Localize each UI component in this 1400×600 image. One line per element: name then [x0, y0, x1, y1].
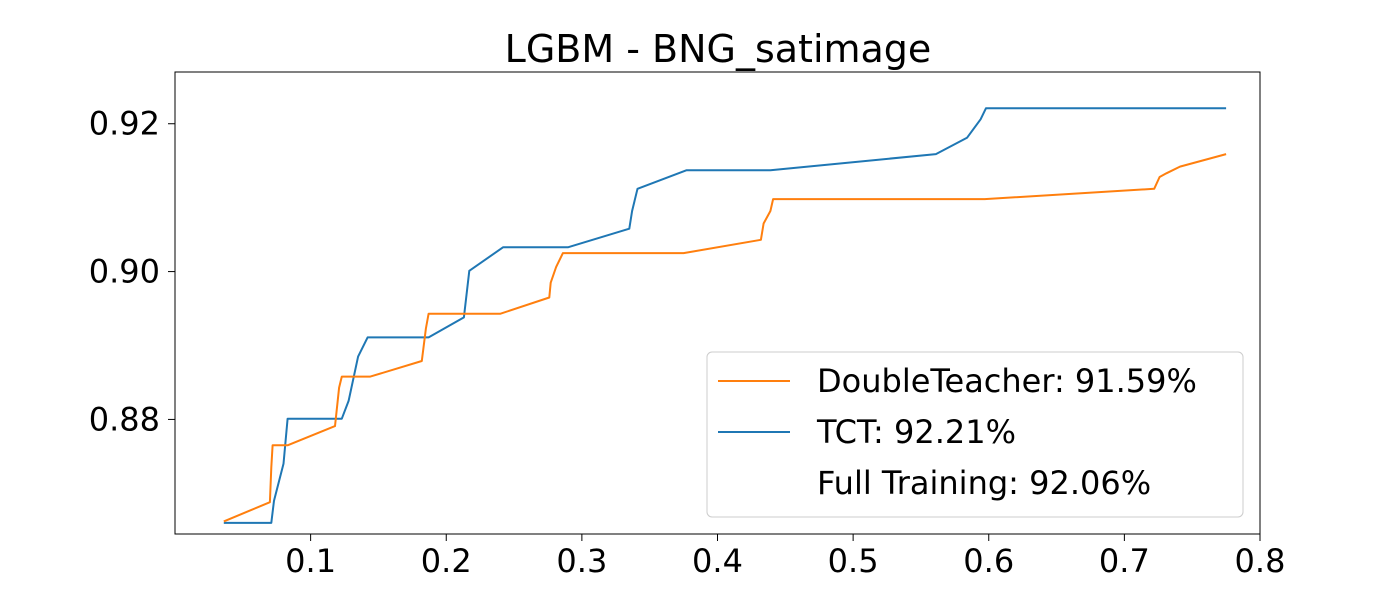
x-tick-label: 0.4: [692, 542, 743, 580]
axes-layer: 0.1 0.2 0.3 0.4 0.5 0.6 0.7 0.8 0.88 0.90 0.92: [89, 105, 1286, 580]
x-tick-label: 0.5: [828, 542, 879, 580]
legend-label-1: TCT: 92.21%: [816, 413, 1016, 451]
series-line-0: [223, 153, 1227, 523]
y-tick-label: 0.88: [89, 400, 160, 438]
x-tick-label: 0.8: [1235, 542, 1286, 580]
chart-title: LGBM - BNG_satimage: [505, 27, 932, 71]
legend-label-0: DoubleTeacher: 91.59%: [817, 362, 1197, 400]
x-tick-label: 0.3: [556, 542, 607, 580]
legend: DoubleTeacher: 91.59% TCT: 92.21% Full Tra…: [706, 351, 1244, 518]
x-tick-label: 0.7: [1099, 542, 1150, 580]
y-tick-label: 0.90: [89, 253, 160, 291]
series-layer: [223, 107, 1227, 524]
y-tick-label: 0.92: [89, 105, 160, 143]
x-tick-label: 0.2: [421, 542, 472, 580]
legend-box: [706, 351, 1244, 518]
legend-label-2: Full Training: 92.06%: [817, 464, 1151, 502]
x-tick-label: 0.6: [963, 542, 1014, 580]
x-tick-label: 0.1: [285, 542, 336, 580]
series-line-1: [223, 107, 1227, 524]
